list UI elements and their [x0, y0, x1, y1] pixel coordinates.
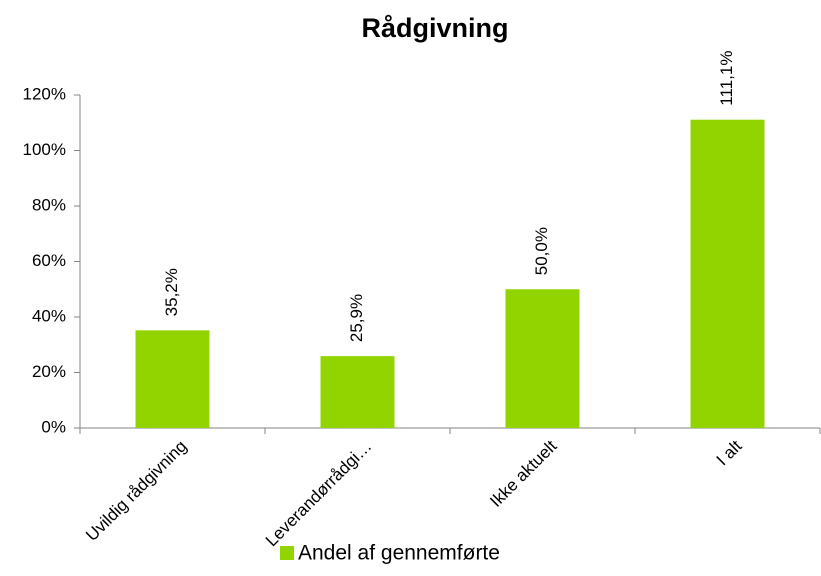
y-tick-label: 120% — [23, 84, 66, 103]
y-tick-label: 100% — [23, 140, 66, 159]
x-tick-label: Ikke aktuelt — [486, 436, 560, 510]
y-tick-label: 20% — [32, 362, 66, 381]
data-label: 50,0% — [532, 227, 551, 275]
bar — [505, 289, 580, 428]
bar — [320, 356, 395, 428]
chart-title: Rådgivning — [362, 13, 509, 43]
data-label: 25,9% — [347, 294, 366, 342]
y-tick-label: 80% — [32, 195, 66, 214]
bar — [690, 119, 765, 428]
data-label: 35,2% — [162, 268, 181, 316]
y-tick-label: 60% — [32, 251, 66, 270]
y-tick-label: 0% — [41, 417, 66, 436]
x-tick-label: Leverandørrådgi… — [262, 437, 376, 551]
legend-label: Andel af gennemførte — [298, 542, 500, 565]
data-label: 111,1% — [717, 51, 736, 106]
x-tick-label: I alt — [713, 436, 746, 469]
y-tick-label: 40% — [32, 306, 66, 325]
legend-swatch — [280, 546, 294, 560]
x-tick-label: Uvildig rådgivning — [82, 437, 190, 545]
bar — [135, 330, 210, 428]
